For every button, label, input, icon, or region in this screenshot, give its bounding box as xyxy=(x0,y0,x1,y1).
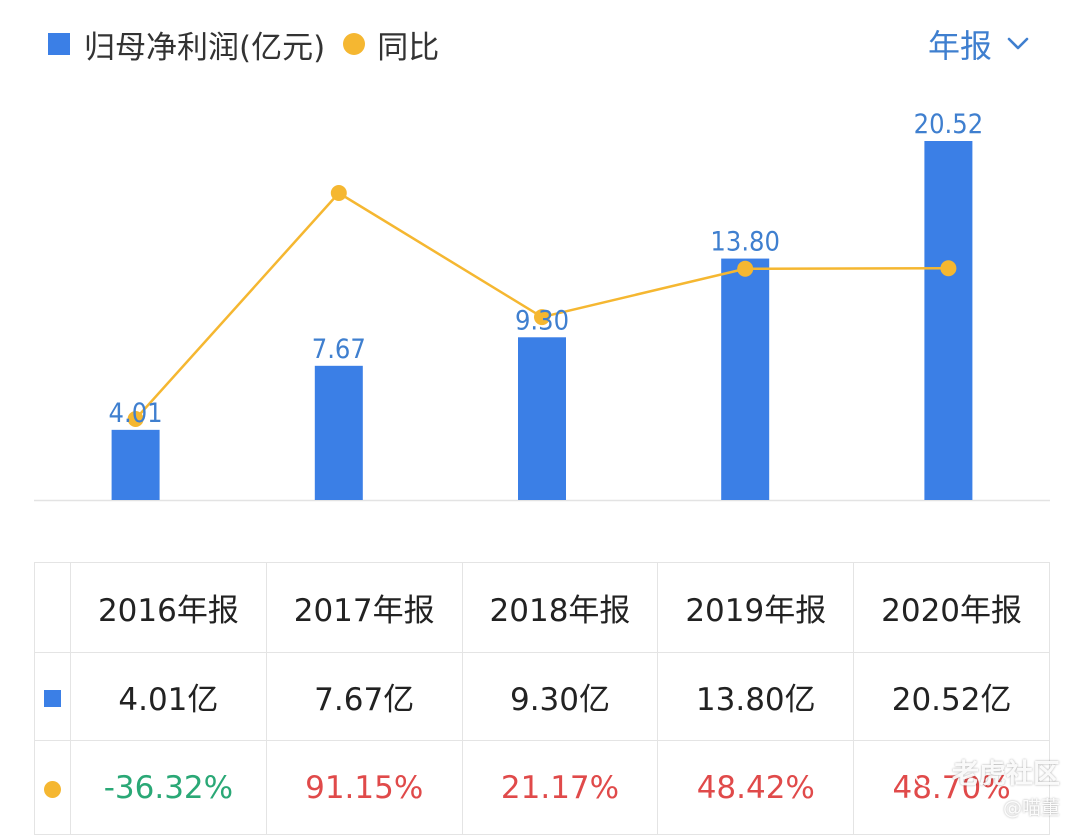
profit-2020: 20.52亿 xyxy=(853,652,1050,741)
yoy-point-2016年报 xyxy=(127,411,144,427)
table-corner-cell xyxy=(34,562,71,653)
bar-value-label: 4.01 xyxy=(109,398,163,429)
community-logo-icon xyxy=(914,756,944,787)
header-2016: 2016年报 xyxy=(70,562,267,653)
table-row-profit: 4.01亿 7.67亿 9.30亿 13.80亿 20.52亿 xyxy=(34,652,1050,741)
bar-2017年报 xyxy=(314,365,363,500)
legend-bar-marker xyxy=(48,33,70,55)
header-2017: 2017年报 xyxy=(265,562,463,653)
legend-bar-label: 归母净利润(亿元) xyxy=(84,29,326,66)
bar-2018年报 xyxy=(518,337,566,500)
profit-chart: 4.01 7.67 9.30 13.80 20.52 xyxy=(34,109,1050,502)
bar-2020年报 xyxy=(924,141,973,500)
profit-2019: 13.80亿 xyxy=(657,652,855,741)
bar-2019年报 xyxy=(721,258,770,500)
yoy-point-2018年报 xyxy=(534,309,550,326)
legend-line-marker xyxy=(343,33,366,55)
yoy-2017: 91.15% xyxy=(265,740,463,835)
profit-2017: 7.67亿 xyxy=(265,652,463,741)
table-row-yoy: -36.32% 91.15% 21.17% 48.42% 48.70% xyxy=(34,740,1050,835)
header-2019: 2019年报 xyxy=(657,562,855,653)
header-2018: 2018年报 xyxy=(461,562,659,653)
profit-2016: 4.01亿 xyxy=(70,652,267,741)
profit-row-marker xyxy=(44,689,61,707)
data-table: 2016年报 2017年报 2018年报 2019年报 2020年报 4.01亿… xyxy=(34,562,1050,835)
yoy-point-2020年报 xyxy=(940,260,957,277)
period-dropdown[interactable]: 年报 xyxy=(928,22,1030,66)
profit-2018: 9.30亿 xyxy=(461,652,659,741)
yoy-2016: -36.32% xyxy=(70,740,267,835)
yoy-2020: 48.70% xyxy=(853,740,1050,835)
bar-value-label: 13.80 xyxy=(710,227,780,258)
yoy-row-marker xyxy=(44,780,61,798)
yoy-2019: 48.42% xyxy=(657,740,855,835)
bar-2016年报 xyxy=(111,429,160,500)
row-marker-cell xyxy=(34,652,71,741)
legend-line-label: 同比 xyxy=(377,29,440,66)
watermark-author: @喵董 xyxy=(1002,797,1060,819)
bar-value-label: 7.67 xyxy=(312,334,366,365)
chart-legend: 归母净利润(亿元) 同比 xyxy=(48,22,439,66)
watermark-site: 老虎社区 xyxy=(952,759,1060,790)
yoy-2018: 21.17% xyxy=(461,740,659,835)
yoy-point-2017年报 xyxy=(330,185,347,201)
yoy-point-2019年报 xyxy=(737,260,754,277)
bar-value-label: 9.30 xyxy=(515,305,569,336)
watermark: 老虎社区 @喵董 xyxy=(914,752,1060,820)
table-header-row: 2016年报 2017年报 2018年报 2019年报 2020年报 xyxy=(34,562,1050,653)
bar-value-label: 20.52 xyxy=(914,109,984,140)
period-label: 年报 xyxy=(927,27,992,65)
row-marker-cell xyxy=(34,740,71,835)
chevron-down-icon xyxy=(1007,37,1029,50)
header-2020: 2020年报 xyxy=(853,562,1050,653)
